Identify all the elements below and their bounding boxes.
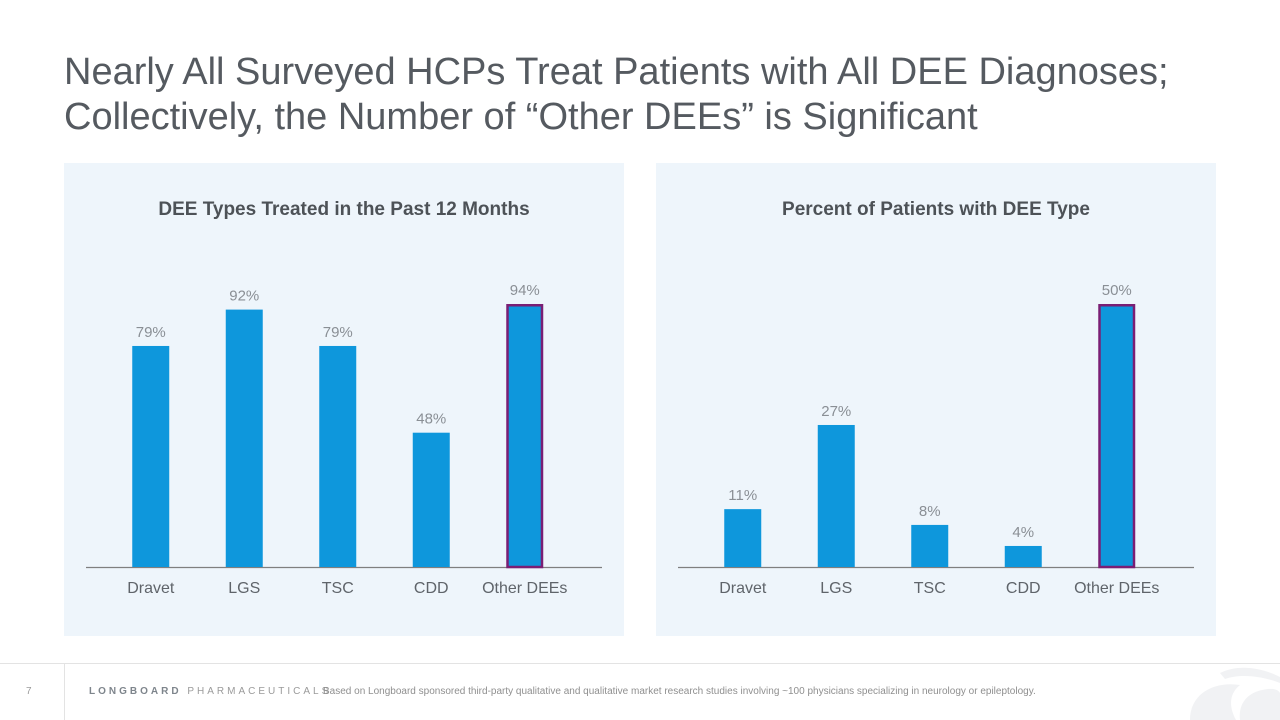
brand-name-bold: LONGBOARD [89,686,182,697]
bar-lgs [818,425,855,567]
category-label: Other DEEs [1074,580,1159,597]
footer-divider-line [0,663,1280,664]
data-label: 8% [919,503,941,520]
bar-lgs [226,310,263,567]
bar-cdd [1005,546,1042,567]
chart-panel-percent-patients: Percent of Patients with DEE Type 11%Dra… [656,163,1216,636]
brand-name-light: PHARMACEUTICALS [187,686,331,697]
category-label: LGS [228,580,260,597]
bar-tsc [319,346,356,567]
data-label: 4% [1012,524,1034,541]
category-label: TSC [914,580,946,597]
chart-panel-dee-types-treated: DEE Types Treated in the Past 12 Months … [64,163,624,636]
bar-tsc [911,525,948,567]
category-label: CDD [1006,580,1041,597]
category-label: TSC [322,580,354,597]
company-logo: LONGBOARD PHARMACEUTICALS [89,686,331,697]
data-label: 92% [229,288,259,305]
bar-chart-percent-patients: 11% Dravet 27% LGS 8% TSC 4% CDD 50% Other DEEs [656,163,1216,636]
data-label: 79% [323,324,353,341]
bar-dravet [132,346,169,567]
data-label: 94% [510,282,540,299]
category-label: LGS [820,580,852,597]
slide-title-line-2: Collectively, the Number of “Other DEEs”… [64,95,1224,140]
footnote: Based on Longboard sponsored third-party… [323,686,1036,697]
category-label: CDD [414,580,449,597]
wave-decoration-icon [1170,663,1280,720]
bar-other-dees [1100,305,1135,567]
data-label: 27% [821,403,851,420]
bar-cdd [413,433,450,567]
page-number: 7 [26,686,32,697]
data-label: 11% [728,487,757,504]
slide-title: Nearly All Surveyed HCPs Treat Patients … [64,50,1224,140]
category-label: Other DEEs [482,580,567,597]
bar-dravet [724,509,761,567]
slide-title-line-1: Nearly All Surveyed HCPs Treat Patients … [64,50,1224,95]
bar-chart-dee-types-treated: 79% Dravet 92% LGS 79% TSC 48% CDD 94% Other DEEs [64,163,624,636]
data-label: 79% [136,324,166,341]
data-label: 50% [1102,282,1132,299]
footer-vertical-divider [64,663,65,720]
category-label: Dravet [719,580,767,597]
category-label: Dravet [127,580,175,597]
bar-other-dees [508,305,543,567]
data-label: 48% [416,411,446,428]
